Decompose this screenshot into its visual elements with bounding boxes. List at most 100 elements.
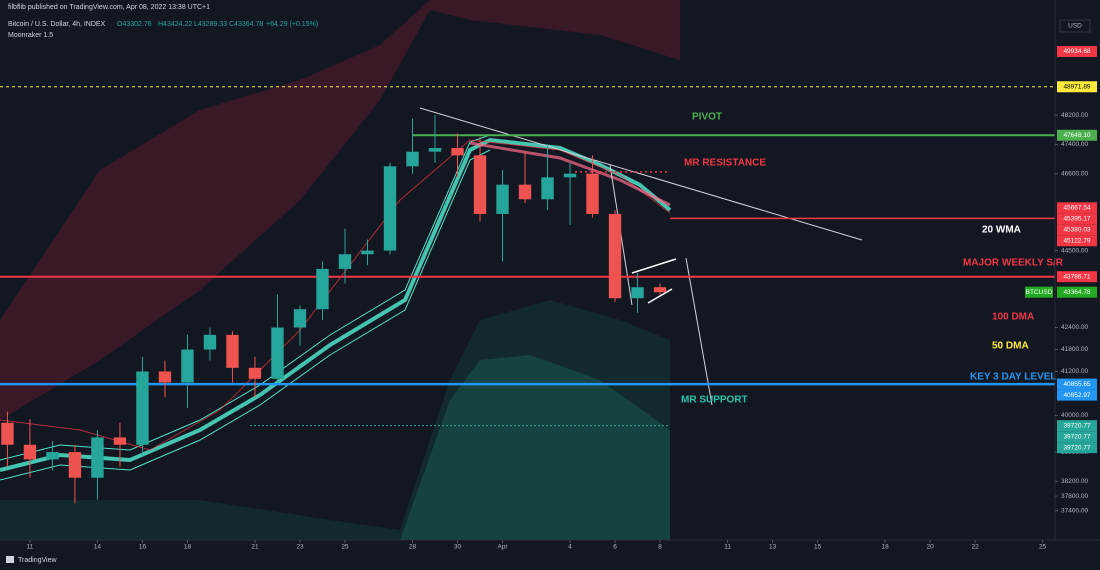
candle-body [68,452,82,478]
x-tick-label: 25 [1039,544,1047,551]
price-label: 47648.10 [1063,132,1090,139]
candle-body [23,444,37,460]
candle-body [361,250,374,255]
wedge-top [631,258,677,274]
price-label-box [1057,224,1097,236]
price-label-box [1057,286,1097,298]
price-label: 45667.54 [1063,205,1090,212]
candle-body [226,334,239,368]
currency: USD [1068,23,1082,30]
candle-body [248,367,262,379]
price-label: 49934.68 [1063,48,1090,55]
x-tick-label: 23 [296,544,304,551]
candle-body [158,371,172,383]
candle-body [338,254,352,269]
x-tick-label: 18 [184,544,192,551]
candle-body [563,173,577,178]
candle-body [203,334,217,350]
y-tick-label: 46600.00 [1061,170,1088,177]
x-tick-label: 11 [724,544,731,551]
axis-labels: 48200.00 47400.00 46600.00 44500.00 42400.00… [27,45,1097,551]
resistance-cloud [0,0,680,420]
x-tick-label: 21 [251,544,259,551]
annotation: 100 DMA [992,312,1034,323]
price-label-box [1057,45,1097,57]
y-tick-label: 40000.00 [1061,412,1088,419]
x-tick-label: 20 [926,544,934,551]
candle-body [181,349,194,383]
annotation: 20 WMA [982,225,1021,236]
price-label: 48971.89 [1063,83,1090,90]
y-tick-label: 37800.00 [1061,493,1088,500]
ohlc-open: O43302.76 [117,21,152,28]
x-tick-label: 16 [139,544,147,551]
price-label: 40855.65 [1063,381,1090,388]
currency-box [1059,19,1091,33]
candle-body [293,309,307,328]
candle-body [406,151,419,167]
price-label: 39720.77 [1063,444,1090,451]
annotation: KEY 3 DAY LEVEL [970,372,1057,383]
x-tick-label: 28 [409,544,417,551]
price-label-box [1057,81,1097,93]
levels [0,86,1055,427]
x-tick-label: 13 [769,544,777,551]
support-cloud-inner [400,355,670,540]
x-tick-label: 4 [568,544,572,551]
candle-body [136,371,149,445]
y-tick-label: 41800.00 [1061,346,1088,353]
price-label-box [1057,420,1097,432]
projection-arrow [685,257,713,406]
price-label-box [1057,442,1097,454]
footer-brand: TradingView [18,557,57,564]
x-tick-label: 25 [341,544,349,551]
y-tick-label: 41200.00 [1061,368,1088,375]
price-label-box [1057,431,1097,443]
x-tick-label: 15 [814,544,822,551]
price-label-box [1057,271,1097,283]
candle-body [586,173,599,214]
price-label: 40852.97 [1063,392,1090,399]
candle-body [496,184,509,214]
publisher: filbflib published on TradingView.com, A… [8,4,210,11]
x-tick-label: 18 [881,544,889,551]
price-label-box [1057,202,1097,214]
price-label-box [1057,389,1097,401]
annotation: PIVOT [692,112,722,123]
candle-body [631,287,644,299]
ticker-badge-box [1025,286,1053,298]
wedge-bottom [647,288,673,304]
y-tick-label: 38200.00 [1061,478,1088,485]
price-label-box [1057,129,1097,141]
y-tick-label: 44500.00 [1061,247,1088,254]
price-label: 45380.03 [1063,227,1090,234]
candle-body [91,437,104,478]
annotation: MR RESISTANCE [684,158,766,169]
x-tick-label: 30 [454,544,462,551]
price-label: 43786.71 [1063,273,1090,280]
ohlc-low: L43289.33 [194,21,227,28]
candle-body [608,213,622,299]
ohlc-high: H43424.22 [158,21,192,28]
x-tick-label: Apr [497,544,508,551]
price-label: 39720.77 [1063,433,1090,440]
footer-logo [6,556,14,563]
candle-body [473,155,487,214]
price-label: 39720.77 [1063,422,1090,429]
price-label: 43364.78 [1063,289,1090,296]
candle-body [653,287,667,293]
candle-body [451,148,464,156]
candles [1,115,667,504]
x-tick-label: 6 [613,544,617,551]
ribbon-resistance-thick [469,141,671,207]
annotation: MAJOR WEEKLY S/R [963,258,1064,269]
x-tick-label: 8 [658,544,662,551]
candle-body [541,177,554,200]
x-tick-label: 14 [94,544,102,551]
candle-body [113,437,127,445]
candle-body [46,452,59,460]
price-label: 45395.17 [1063,216,1090,223]
footer-bar [0,550,1100,570]
